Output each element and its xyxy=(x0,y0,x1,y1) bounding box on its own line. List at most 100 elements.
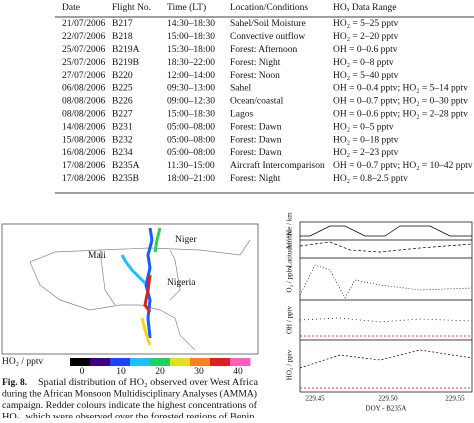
table-cell: B234 xyxy=(112,148,133,158)
caption-line: campaign. Redder colours indicate the hi… xyxy=(2,400,258,411)
x-axis-label: DOY - B235A xyxy=(366,405,407,413)
table-cell: B226 xyxy=(112,97,133,107)
table-cell: Forest: Night xyxy=(230,174,281,184)
colorbar-segment xyxy=(130,358,151,366)
colorbar-segment xyxy=(230,358,251,366)
table-cell: Convective outflow xyxy=(230,31,305,42)
table-cell: B227 xyxy=(112,109,133,119)
table-cell: 25/07/2006 xyxy=(62,45,106,55)
table-cell: HO₂ = 0–8 pptv xyxy=(333,58,394,68)
colorbar-segment xyxy=(150,358,171,366)
map-label: Nigeria xyxy=(167,278,196,288)
panel-label: Latitude / °N xyxy=(286,231,294,268)
colorbar-label: HO₂ / pptv xyxy=(2,357,44,367)
table-cell: 18:00–21:00 xyxy=(167,174,215,184)
table-cell: B235B xyxy=(112,174,139,184)
table-cell: HO₂ = 5–40 pptv xyxy=(333,71,399,81)
table-cell: Forest: Dawn xyxy=(230,122,282,132)
table-cell: 15:30–18:00 xyxy=(167,45,215,55)
colorbar-segment xyxy=(110,358,131,366)
x-tick-label: 229.45 xyxy=(305,395,325,403)
colorbar-tick-label: 20 xyxy=(155,367,165,377)
table-cell: Forest: Night xyxy=(230,58,281,68)
x-tick-label: 229.50 xyxy=(378,395,398,403)
colorbar-segment xyxy=(170,358,191,366)
table-cell: Forest: Dawn xyxy=(230,148,282,158)
colorbar-segment xyxy=(210,358,231,366)
panel-label: Altitude / km xyxy=(286,212,294,250)
table-cell: HO₂ = 2–20 pptv xyxy=(333,32,399,42)
colorbar-segment xyxy=(90,358,111,366)
table-cell: 08/08/2006 xyxy=(62,97,106,107)
table-cell: HO₂ = 0.8–2.5 pptv xyxy=(333,174,408,184)
x-tick-label: 229.55 xyxy=(445,395,465,403)
table-cell: 09:30–13:00 xyxy=(167,84,215,94)
table-cell: B218 xyxy=(112,32,133,42)
caption-label: Fig. 8. xyxy=(2,378,27,388)
table-cell: 11:30–15:00 xyxy=(167,161,215,171)
table-cell: OH = 0–0.4 pptv; HO₂ = 5–14 pptv xyxy=(333,84,468,94)
table-cell: 06/08/2006 xyxy=(62,84,106,94)
panel-label: OH / pptv xyxy=(286,306,294,335)
table-cell: HO₂ = 5–25 pptv xyxy=(333,19,399,29)
table-cell: 21/07/2006 xyxy=(62,19,106,29)
table-cell: 25/07/2006 xyxy=(62,58,106,68)
table-cell: B219A xyxy=(112,45,140,55)
colorbar-segment xyxy=(70,358,91,366)
map xyxy=(1,223,259,355)
table-cell: 09:00–12:30 xyxy=(167,97,215,107)
table-cell: 15:00–18:30 xyxy=(167,32,215,42)
table-header: Location/Conditions xyxy=(230,3,308,13)
table-cell: 16/08/2006 xyxy=(62,148,106,158)
table-cell: OH = 0–0.7 pptv; HO₂ = 10–42 pptv xyxy=(333,161,473,171)
table-cell: Forest: Dawn xyxy=(230,135,282,145)
table-cell: B217 xyxy=(112,19,133,29)
caption-line: during the African Monsoon Multidiscipli… xyxy=(2,389,257,400)
table-cell: 05:00–08:00 xyxy=(167,148,215,158)
table-cell: HO₂ = 0–5 pptv xyxy=(333,122,394,132)
colorbar-tick-label: 10 xyxy=(116,367,126,377)
table-cell: HO₂ = 0–18 pptv xyxy=(333,135,399,145)
table-header: Time (LT) xyxy=(167,2,206,13)
table-cell: Aircraft Intercomparison xyxy=(230,160,325,171)
table-cell: 14:30–18:30 xyxy=(167,19,215,29)
table-cell: 05:00–08:00 xyxy=(167,135,215,145)
table-cell: B232 xyxy=(112,135,133,145)
table-cell: 18:30–22:00 xyxy=(167,58,215,68)
caption-line: Spatial distribution of HO₂ observed ove… xyxy=(38,377,259,388)
panel-label: HO₂ / pptv xyxy=(286,349,294,380)
colorbar-segment xyxy=(190,358,211,366)
table-cell: 15:00–18:30 xyxy=(167,109,215,119)
table-cell: OH = 0–0.6 pptv xyxy=(333,45,398,55)
table-header: HOₓ Data Range xyxy=(333,3,396,13)
table-cell: 12:00–14:00 xyxy=(167,71,215,81)
table-cell: Forest: Afternoon xyxy=(230,44,298,55)
table-cell: B235A xyxy=(112,161,140,171)
table-cell: B220 xyxy=(112,71,133,81)
colorbar-tick-label: 30 xyxy=(194,367,204,377)
table-cell: 08/08/2006 xyxy=(62,109,106,119)
table-cell: B219B xyxy=(112,58,139,68)
table-cell: Ocean/coastal xyxy=(230,97,284,107)
table-cell: Forest: Noon xyxy=(230,71,280,81)
table-cell: OH = 0–0.7 pptv; HO₂ = 0–30 pptv xyxy=(333,97,468,107)
table-cell: 27/07/2006 xyxy=(62,71,106,81)
table-cell: B231 xyxy=(112,122,133,132)
colorbar-tick-label: 40 xyxy=(233,367,243,377)
colorbar-tick-label: 0 xyxy=(80,367,85,377)
table-cell: OH = 0–0.6 pptv; HO₂ = 2–28 pptv xyxy=(333,109,468,119)
table-cell: B225 xyxy=(112,84,133,94)
map-label: Niger xyxy=(175,235,197,245)
table-cell: 22/07/2006 xyxy=(62,32,106,42)
table-cell: HO₂ = 2–23 pptv xyxy=(333,148,399,158)
table-cell: 17/08/2006 xyxy=(62,161,106,171)
table-cell: Sahel/Soil Moisture xyxy=(230,19,306,29)
caption-line: HO₂, which were observed over the forest… xyxy=(2,412,257,418)
table-cell: 14/08/2006 xyxy=(62,122,106,132)
table-cell: 15/08/2006 xyxy=(62,135,106,145)
map-label: Mali xyxy=(88,251,106,261)
table-cell: 17/08/2006 xyxy=(62,174,106,184)
table-cell: Sahel xyxy=(230,84,251,94)
table-cell: Lagos xyxy=(230,109,254,119)
